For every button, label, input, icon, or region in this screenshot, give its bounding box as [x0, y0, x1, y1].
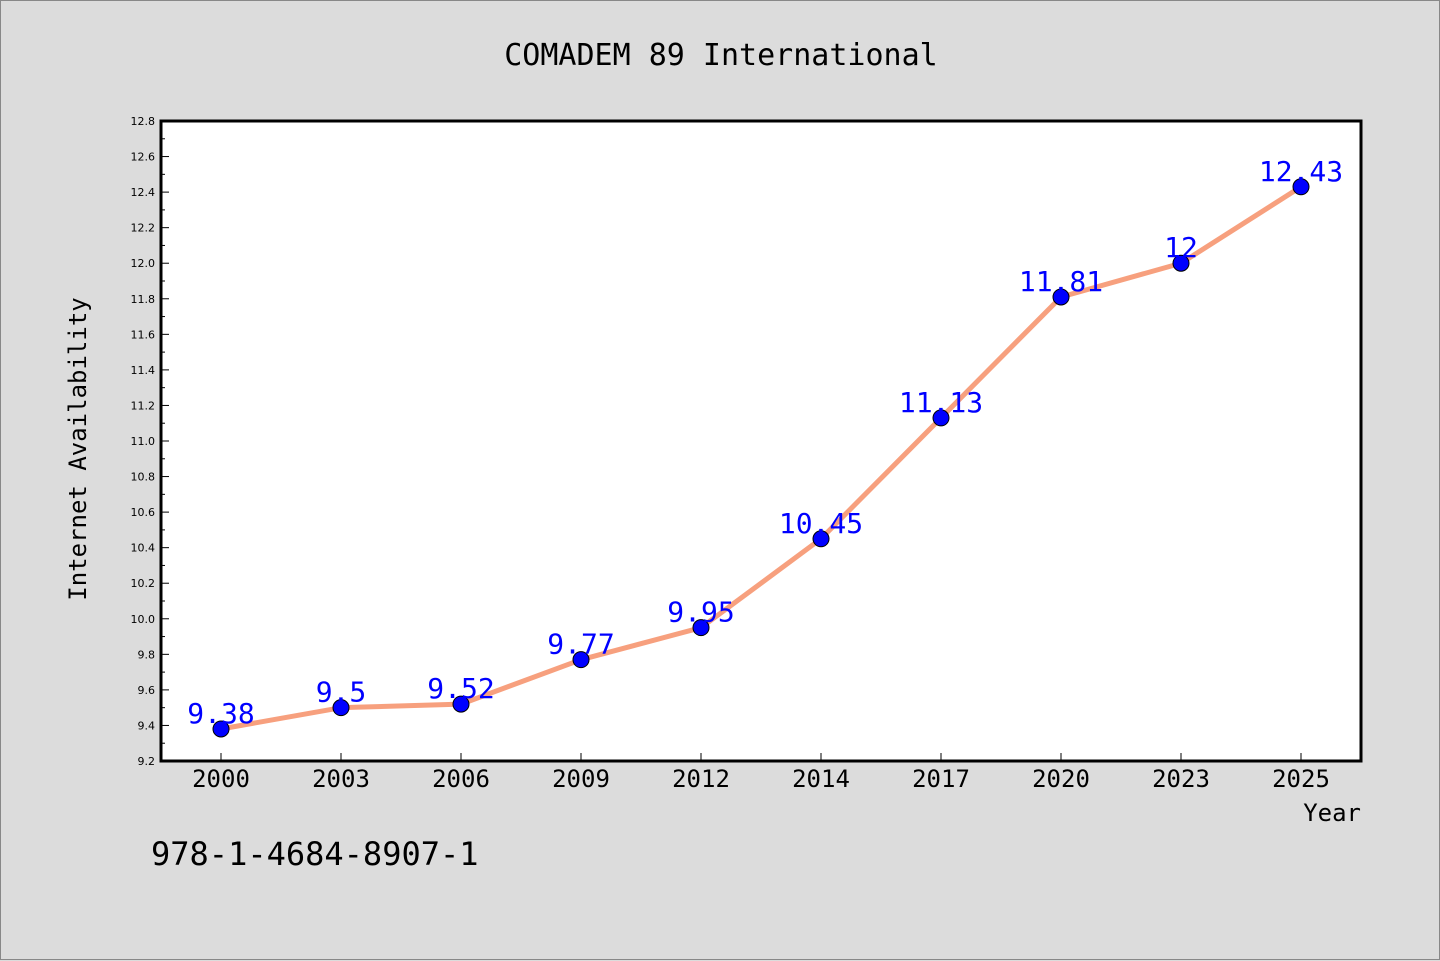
x-tick-label: 2020 — [1032, 765, 1090, 793]
x-tick-label: 2000 — [192, 765, 250, 793]
y-tick-label: 10.4 — [131, 542, 156, 555]
data-point — [1292, 178, 1310, 196]
x-tick-label: 2014 — [792, 765, 850, 793]
y-tick-label: 9.4 — [138, 719, 156, 732]
data-point — [692, 619, 710, 637]
y-tick-label: 10.2 — [131, 577, 156, 590]
y-tick-label: 11.4 — [131, 364, 156, 377]
data-point — [452, 695, 470, 713]
data-point — [572, 651, 590, 669]
data-point — [1052, 288, 1070, 306]
plot-area — [159, 119, 1363, 763]
y-tick-label: 12.4 — [131, 186, 156, 199]
data-label: 11.81 — [1019, 265, 1103, 298]
x-tick-label: 2023 — [1152, 765, 1210, 793]
x-tick-label: 2009 — [552, 765, 610, 793]
y-tick-label: 11.0 — [131, 435, 156, 448]
data-label: 9.38 — [187, 697, 254, 730]
data-label: 9.52 — [427, 672, 494, 705]
y-tick-label: 9.2 — [138, 755, 156, 768]
data-label: 11.13 — [899, 386, 983, 419]
y-tick-label: 10.8 — [131, 471, 156, 484]
data-label: 12 — [1164, 231, 1198, 264]
data-point — [332, 699, 350, 717]
x-tick-label: 2012 — [672, 765, 730, 793]
data-label: 10.45 — [779, 507, 863, 540]
x-axis-label: Year — [1303, 799, 1361, 827]
series-line — [218, 184, 1304, 732]
x-tick-label: 2006 — [432, 765, 490, 793]
y-tick-label: 9.6 — [138, 684, 156, 697]
y-axis: 9.2 9.4 9.6 9.8 10.0 10.2 10.4 10.6 10.8 11.0 11.2… — [131, 115, 169, 768]
data-point — [212, 720, 230, 738]
x-tick-label: 2025 — [1272, 765, 1330, 793]
data-label: 9.95 — [667, 596, 734, 629]
data-point — [932, 409, 950, 427]
y-tick-label: 10.6 — [131, 506, 156, 519]
y-tick-label: 9.8 — [138, 648, 156, 661]
x-tick-label: 2003 — [312, 765, 370, 793]
data-point — [1172, 254, 1190, 272]
x-tick-label: 2017 — [912, 765, 970, 793]
data-label: 12.43 — [1259, 155, 1343, 188]
x-axis: 2000 2003 2006 2009 2012 2014 2017 2020 2023 2025 — [192, 753, 1330, 793]
footnote: 978-1-4684-8907-1 — [151, 835, 479, 873]
data-label: 9.77 — [547, 628, 614, 661]
y-tick-label: 12.6 — [131, 151, 156, 164]
chart-title: COMADEM 89 International — [504, 38, 937, 73]
data-point — [812, 530, 830, 548]
y-tick-label: 12.0 — [131, 257, 156, 270]
y-axis-label: Internet Availability — [64, 297, 92, 600]
y-tick-label: 11.8 — [131, 293, 156, 306]
series-group: 9.38 9.5 9.52 9.77 9.95 10.45 11.13 11.81 12 12.4… — [187, 155, 1343, 738]
y-tick-label: 12.2 — [131, 222, 156, 235]
data-label: 9.5 — [316, 676, 367, 709]
y-tick-label: 11.2 — [131, 399, 156, 412]
y-tick-label: 12.8 — [131, 115, 156, 128]
y-tick-label: 10.0 — [131, 613, 156, 626]
y-tick-label: 11.6 — [131, 328, 156, 341]
